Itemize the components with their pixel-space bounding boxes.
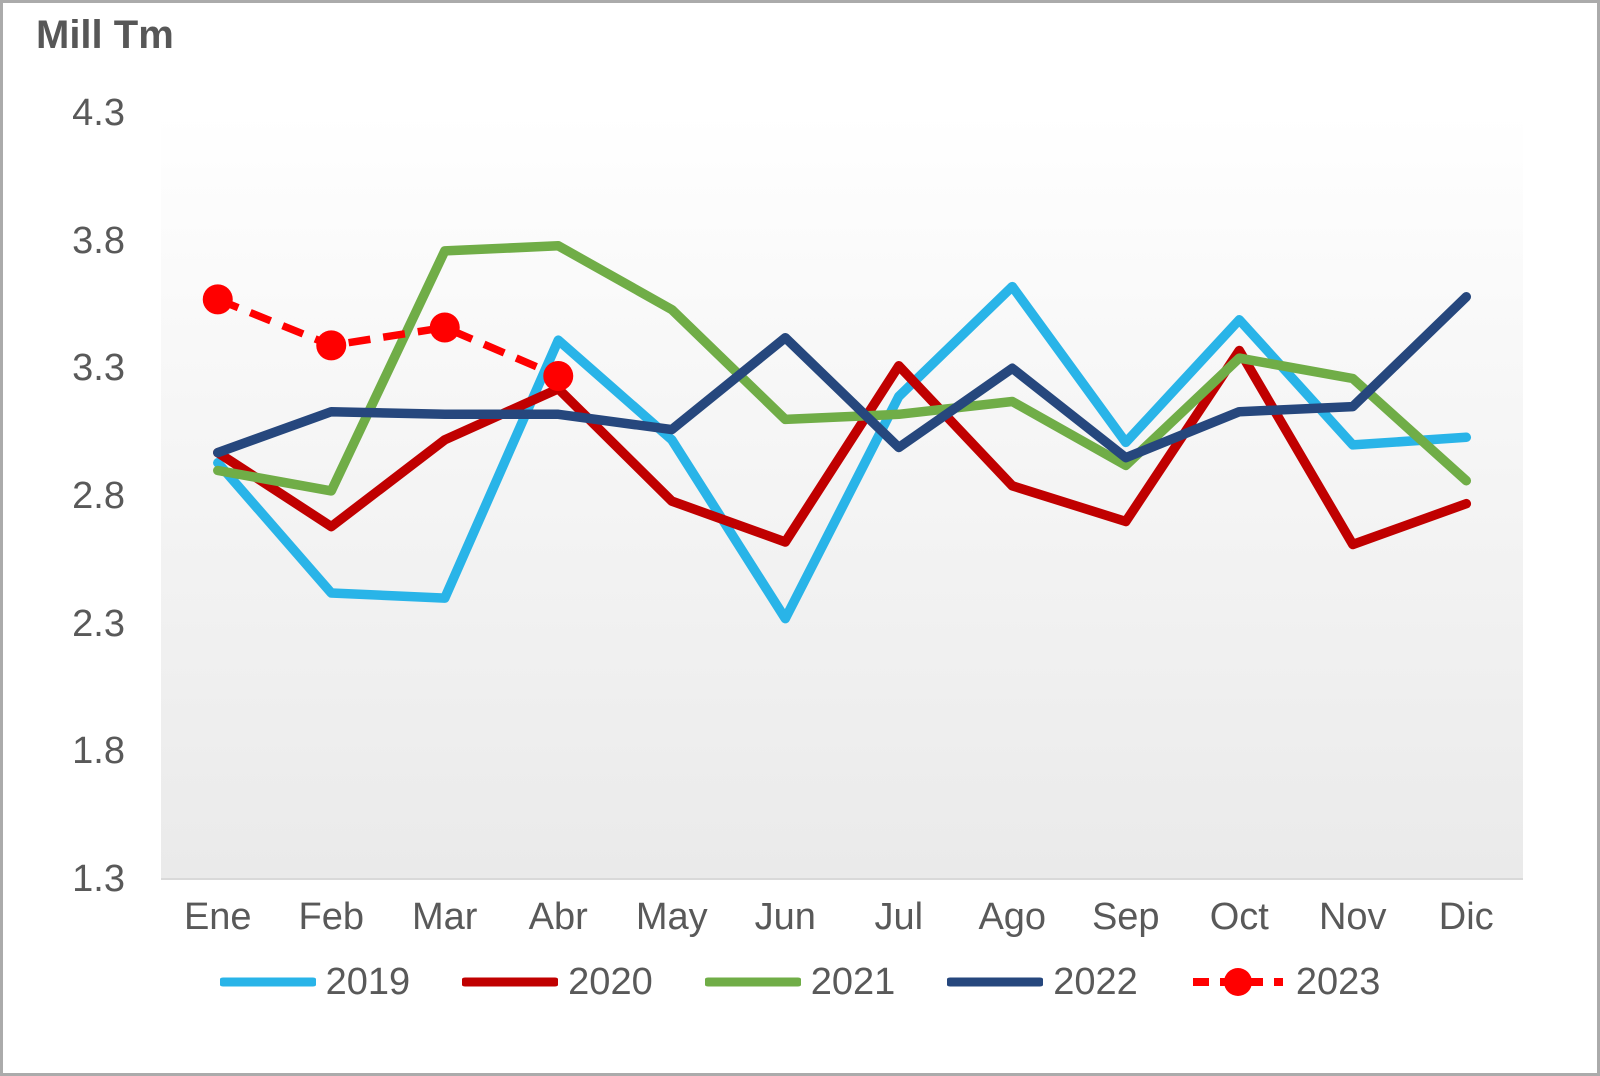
y-tick-label: 2.8 — [72, 475, 125, 517]
y-tick-label: 4.3 — [72, 92, 125, 134]
x-tick-label: Oct — [1209, 896, 1269, 938]
x-tick-label: Abr — [528, 896, 588, 938]
series-line-2023 — [216, 295, 560, 380]
y-tick-label: 1.3 — [72, 858, 125, 900]
series-line-2022 — [213, 292, 1472, 463]
x-tick-label: Dic — [1438, 896, 1494, 938]
y-tick-label: 2.3 — [72, 602, 125, 645]
series-line-2021 — [213, 241, 1472, 496]
data-point-marker-2023 — [429, 312, 460, 343]
legend-label: 2021 — [810, 961, 896, 1003]
series-line-2019 — [213, 281, 1472, 624]
x-tick-label: Mar — [412, 896, 478, 938]
x-tick-label: Sep — [1091, 896, 1160, 938]
legend-swatch-2019 — [219, 977, 316, 987]
legend-swatch-2020 — [462, 977, 559, 987]
legend-item-2022: 2022 — [947, 963, 1138, 1001]
y-tick-label: 3.3 — [72, 347, 125, 390]
x-tick-label: Feb — [298, 896, 364, 938]
legend-item-2019: 2019 — [219, 961, 411, 1003]
y-tick-label: 1.8 — [72, 730, 125, 773]
y-tick-label: 3.8 — [72, 219, 125, 262]
legend-item-2021: 2021 — [704, 961, 896, 1003]
legend: 2019 2020 2021 2022 2023 — [3, 963, 1597, 1001]
x-tick-label: Ago — [978, 896, 1047, 938]
legend-label: 2019 — [325, 961, 411, 1003]
chart-title: Mill Tm — [36, 13, 174, 57]
legend-swatch-2021 — [704, 977, 801, 987]
legend-label: 2023 — [1295, 961, 1381, 1003]
legend-item-2023: 2023 — [1190, 961, 1381, 1003]
x-tick-label: May — [635, 896, 708, 938]
series-line-2020 — [213, 345, 1472, 550]
plot-area — [161, 113, 1523, 880]
data-point-marker-2023 — [202, 284, 233, 315]
legend-swatch-2023 — [1192, 968, 1283, 996]
x-tick-label: Jun — [754, 896, 816, 938]
legend-label: 2022 — [1053, 961, 1138, 1003]
plot-background — [161, 113, 1523, 879]
x-tick-label: Jul — [874, 896, 924, 938]
data-point-marker-2023 — [316, 330, 347, 361]
legend-label: 2020 — [568, 961, 653, 1003]
data-point-marker-2023 — [543, 360, 574, 391]
legend-item-2020: 2020 — [462, 963, 653, 1001]
x-tick-label: Nov — [1318, 896, 1387, 938]
x-tick-label: Ene — [183, 896, 252, 938]
legend-swatch-2022 — [947, 977, 1044, 987]
